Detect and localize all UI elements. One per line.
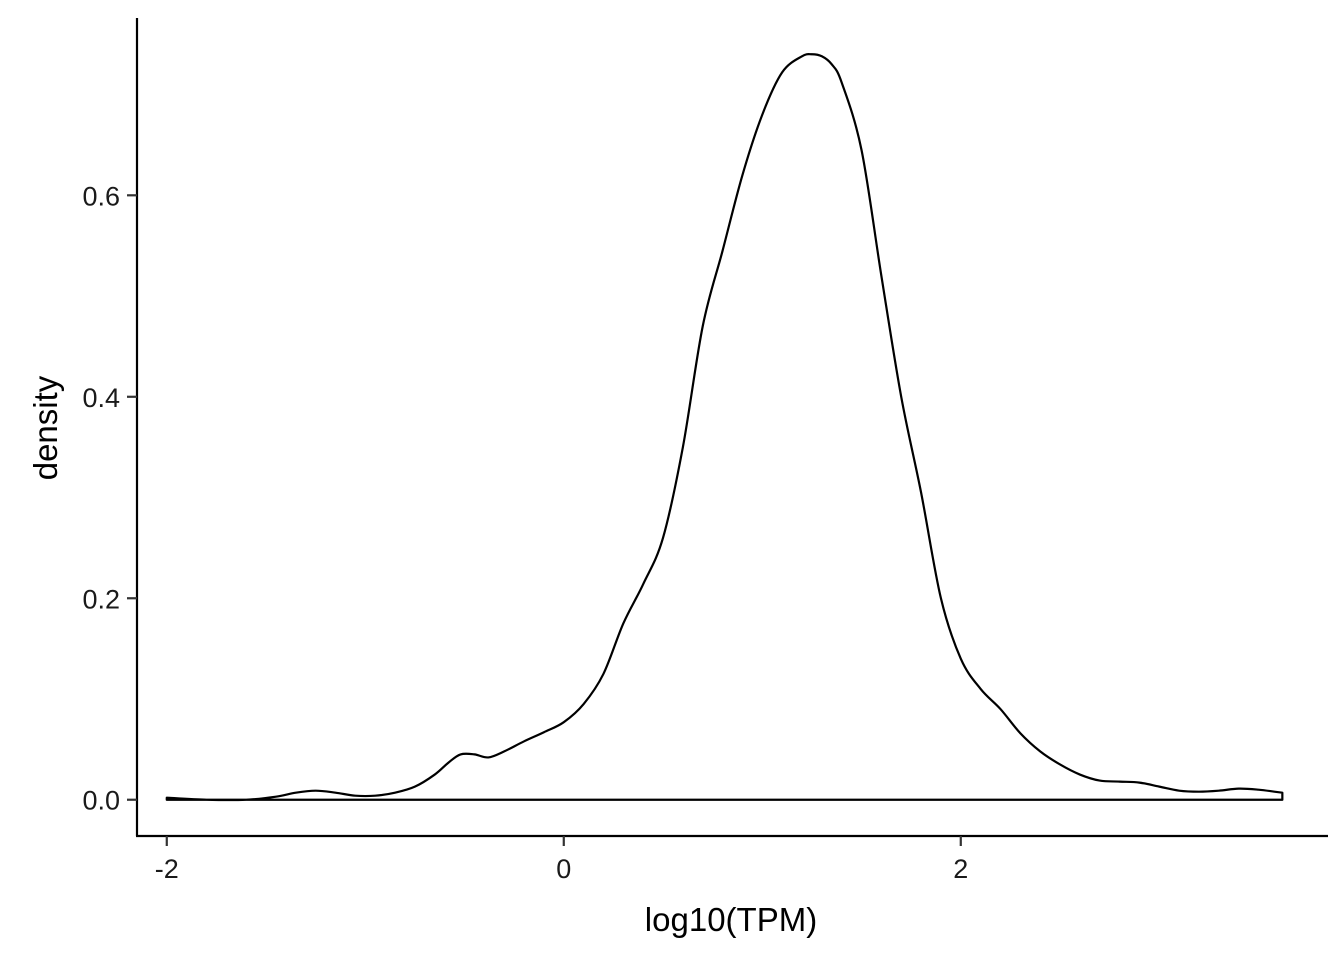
x-tick-label: 2	[953, 854, 968, 884]
x-tick-label: -2	[155, 854, 179, 884]
y-tick-label: 0.0	[82, 786, 120, 816]
x-tick-label: 0	[556, 854, 571, 884]
density-curve-0	[165, 53, 1284, 802]
plot-marks	[165, 53, 1284, 802]
y-tick-label: 0.6	[82, 181, 120, 211]
y-axis-ticks: 0.0 0.2 0.4 0.6	[82, 181, 137, 816]
x-axis-title: log10(TPM)	[645, 901, 817, 938]
y-axis-title: density	[27, 375, 64, 480]
x-axis-ticks: -2 0 2	[155, 836, 968, 884]
y-tick-label: 0.2	[82, 584, 120, 614]
y-tick-label: 0.4	[82, 383, 120, 413]
